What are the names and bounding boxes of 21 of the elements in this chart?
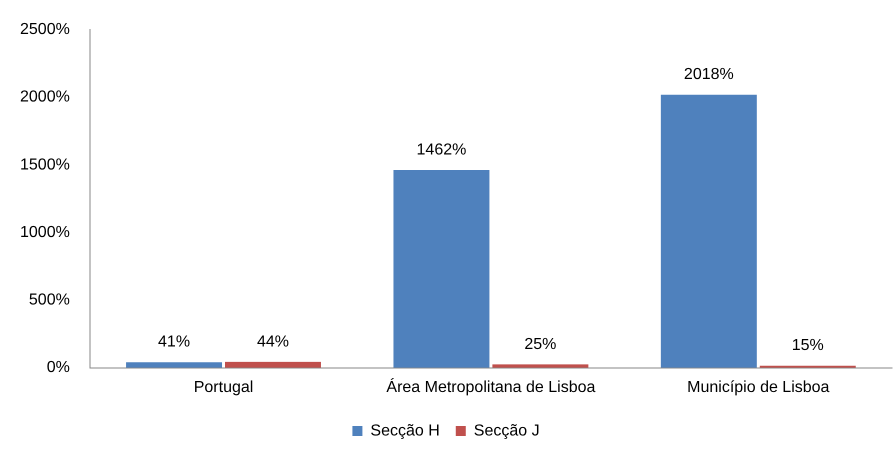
data-label: 25% [524,336,556,353]
x-tick-label: Área Metropolitana de Lisboa [386,378,596,396]
y-tick-label: 1000% [20,224,70,241]
bar [393,170,490,368]
x-tick-label: Portugal [194,378,254,396]
bar [660,94,757,368]
bar [126,362,222,368]
y-tick-label: 0% [46,359,70,376]
y-tick-label: 2000% [20,88,70,106]
data-label: 44% [256,333,289,350]
y-tick-label: 2500% [20,21,70,38]
legend-label: Secção J [474,422,540,440]
data-label: 1462% [416,141,466,158]
x-tick-label: Município de Lisboa [687,378,830,396]
y-tick-label: 500% [28,292,70,309]
data-label: 41% [158,334,190,351]
data-label: 2018% [684,66,734,84]
y-tick-label: 1500% [20,156,70,174]
data-label: 15% [792,337,824,354]
legend-label: Secção H [370,422,440,440]
bar [225,362,321,368]
